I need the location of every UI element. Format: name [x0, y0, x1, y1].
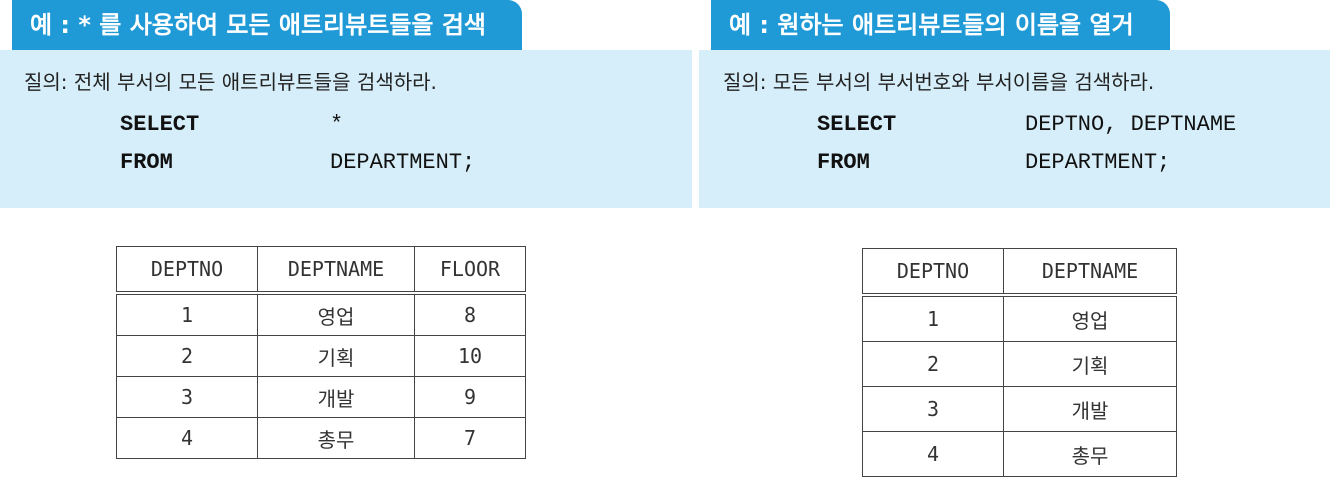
table-row: 1 영업: [862, 294, 1177, 342]
sql-expression: DEPARTMENT;: [1025, 150, 1171, 175]
sql-expression: DEPARTMENT;: [330, 150, 476, 175]
sql-keyword: SELECT: [817, 112, 897, 137]
sql-line-select-left: SELECT *: [120, 112, 343, 137]
table-cell: 2: [116, 335, 258, 377]
query-question-right: 질의: 모든 부서의 부서번호와 부서이름을 검색하라.: [723, 70, 1155, 94]
table-cell: 1: [862, 294, 1004, 342]
table-row: 2 기획 10: [116, 335, 526, 377]
column-header-deptname: DEPTNAME: [1003, 248, 1177, 297]
table-cell: 영업: [257, 292, 415, 336]
table-cell: 9: [414, 376, 526, 418]
table-cell: 1: [116, 292, 258, 336]
sql-line-select-right: SELECT DEPTNO, DEPTNAME: [817, 112, 1236, 137]
table-cell: 기획: [1003, 341, 1177, 387]
table-cell: 총무: [1003, 431, 1177, 477]
example-title-left: 예 : * 를 사용하여 모든 애트리뷰트들을 검색: [12, 0, 522, 50]
example-title-right: 예 : 원하는 애트리뷰트들의 이름을 열거: [711, 0, 1170, 50]
sql-line-from-right: FROM DEPARTMENT;: [817, 150, 1170, 175]
query-box-left: 질의: 전체 부서의 모든 애트리뷰트들을 검색하라. SELECT * FROM…: [0, 50, 692, 208]
table-cell: 10: [414, 335, 526, 377]
sql-expression: *: [330, 112, 344, 137]
table-cell: 기획: [257, 335, 415, 377]
sql-keyword: FROM: [817, 150, 870, 175]
result-table-right: DEPTNO DEPTNAME 1 영업 2 기획 3 개발 4 총무: [862, 248, 1177, 477]
table-cell: 3: [116, 376, 258, 418]
table-header-row: DEPTNO DEPTNAME: [862, 248, 1177, 297]
table-row: 1 영업 8: [116, 292, 526, 336]
sql-keyword: SELECT: [120, 112, 200, 137]
table-header-row: DEPTNO DEPTNAME FLOOR: [116, 246, 526, 295]
column-header-deptno: DEPTNO: [862, 248, 1004, 297]
table-cell: 4: [116, 417, 258, 459]
table-cell: 총무: [257, 417, 415, 459]
query-box-right: 질의: 모든 부서의 부서번호와 부서이름을 검색하라. SELECT DEPTN…: [699, 50, 1330, 208]
column-header-deptname: DEPTNAME: [257, 246, 415, 295]
table-cell: 개발: [257, 376, 415, 418]
table-cell: 영업: [1003, 294, 1177, 342]
table-cell: 7: [414, 417, 526, 459]
example-panel-left: 예 : * 를 사용하여 모든 애트리뷰트들을 검색 질의: 전체 부서의 모든…: [0, 0, 692, 208]
column-header-floor: FLOOR: [414, 246, 526, 295]
table-row: 4 총무 7: [116, 417, 526, 459]
sql-line-from-left: FROM DEPARTMENT;: [120, 150, 475, 175]
column-header-deptno: DEPTNO: [116, 246, 258, 295]
table-cell: 2: [862, 341, 1004, 387]
table-row: 4 총무: [862, 431, 1177, 477]
sql-keyword: FROM: [120, 150, 173, 175]
table-cell: 3: [862, 386, 1004, 432]
table-row: 3 개발 9: [116, 376, 526, 418]
sql-expression: DEPTNO, DEPTNAME: [1025, 112, 1237, 137]
example-panel-right: 예 : 원하는 애트리뷰트들의 이름을 열거 질의: 모든 부서의 부서번호와 …: [699, 0, 1330, 208]
table-cell: 4: [862, 431, 1004, 477]
table-row: 2 기획: [862, 341, 1177, 387]
table-cell: 개발: [1003, 386, 1177, 432]
query-question-left: 질의: 전체 부서의 모든 애트리뷰트들을 검색하라.: [24, 70, 437, 94]
result-table-left: DEPTNO DEPTNAME FLOOR 1 영업 8 2 기획 10 3 개…: [116, 246, 526, 459]
table-cell: 8: [414, 292, 526, 336]
table-row: 3 개발: [862, 386, 1177, 432]
